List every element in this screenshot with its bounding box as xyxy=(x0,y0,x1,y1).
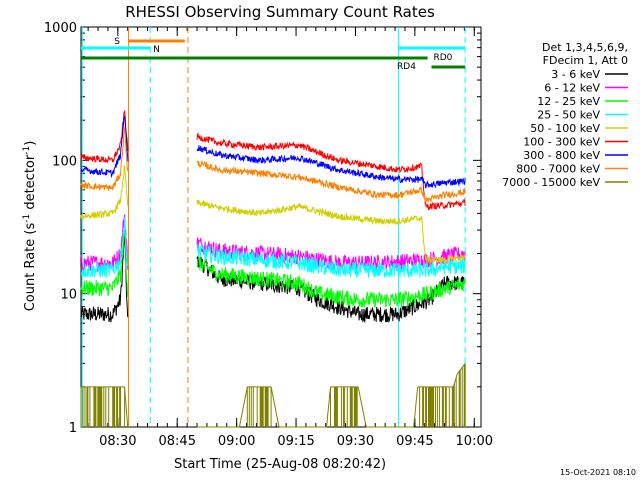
series-line xyxy=(80,165,129,221)
series-line xyxy=(80,236,129,323)
series-line xyxy=(196,243,466,279)
chart-title: RHESSI Observing Summary Count Rates xyxy=(125,3,435,21)
legend-label: 7000 - 15000 keV xyxy=(502,176,600,189)
legend-label: 800 - 7000 keV xyxy=(516,163,600,176)
legend-label: 25 - 50 keV xyxy=(537,109,600,122)
x-tick-label: 09:45 xyxy=(396,434,433,449)
y-axis-label-sup2: -1 xyxy=(22,146,32,155)
y-axis-label-mid: detector xyxy=(23,154,38,214)
series-line xyxy=(196,131,466,211)
x-tick-label: 09:00 xyxy=(218,434,255,449)
y-tick-label: 100 xyxy=(52,154,77,169)
legend-header-line1: Det 1,3,4,5,6,9, xyxy=(542,41,628,54)
series-line xyxy=(196,199,466,265)
flag-label: N xyxy=(153,45,160,55)
x-axis-label: Start Time (25-Aug-08 08:20:42) xyxy=(174,457,386,472)
footer-timestamp: 15-Oct-2021 08:10 xyxy=(560,468,636,477)
legend-label: 6 - 12 keV xyxy=(544,82,600,95)
y-tick-label: 10 xyxy=(60,288,77,303)
series-line xyxy=(196,253,466,324)
legend-label: 50 - 100 keV xyxy=(530,122,600,135)
x-tick-label: 08:45 xyxy=(159,434,196,449)
plot-area: 1 10 100 1000 08:30 08:45 09:00 09:15 09:30 09:45… xyxy=(44,21,493,449)
legend-label: 3 - 6 keV xyxy=(551,68,600,81)
flag-label: S xyxy=(114,37,120,47)
y-axis-label-main: Count Rate (s xyxy=(23,223,38,312)
x-tick-label: 08:30 xyxy=(99,434,136,449)
series-line xyxy=(80,115,129,179)
series-line xyxy=(80,216,129,279)
series-line xyxy=(80,109,129,164)
series-line xyxy=(196,159,466,204)
y-axis-label-sup1: -1 xyxy=(22,214,32,223)
y-tick-label: 1 xyxy=(69,421,77,436)
series-line xyxy=(80,229,129,298)
y-axis-label: Count Rate (s-1 detector-1) xyxy=(22,141,38,312)
series-line xyxy=(80,126,129,191)
x-tick-label: 09:30 xyxy=(337,434,374,449)
legend-label: 300 - 800 keV xyxy=(523,149,600,162)
y-tick-label: 1000 xyxy=(44,21,77,36)
y-axis-label-end: ) xyxy=(23,141,38,146)
flag-label: RD0 xyxy=(433,53,452,63)
series-spikes xyxy=(80,363,466,427)
legend-label: 12 - 25 keV xyxy=(537,95,600,108)
series-line xyxy=(197,363,466,428)
plot-frame xyxy=(80,26,482,428)
series-line xyxy=(197,256,466,308)
legend-label: 100 - 300 keV xyxy=(523,136,600,149)
x-tick-label: 09:15 xyxy=(277,434,314,449)
x-tick-label: 10:00 xyxy=(456,434,493,449)
series-line xyxy=(196,145,466,189)
flag-label: RD4 xyxy=(397,62,416,72)
legend-header-line2: FDecim 1, Att 0 xyxy=(543,54,628,67)
legend: Det 1,3,4,5,6,9, FDecim 1, Att 0 3 - 6 k… xyxy=(502,41,628,189)
